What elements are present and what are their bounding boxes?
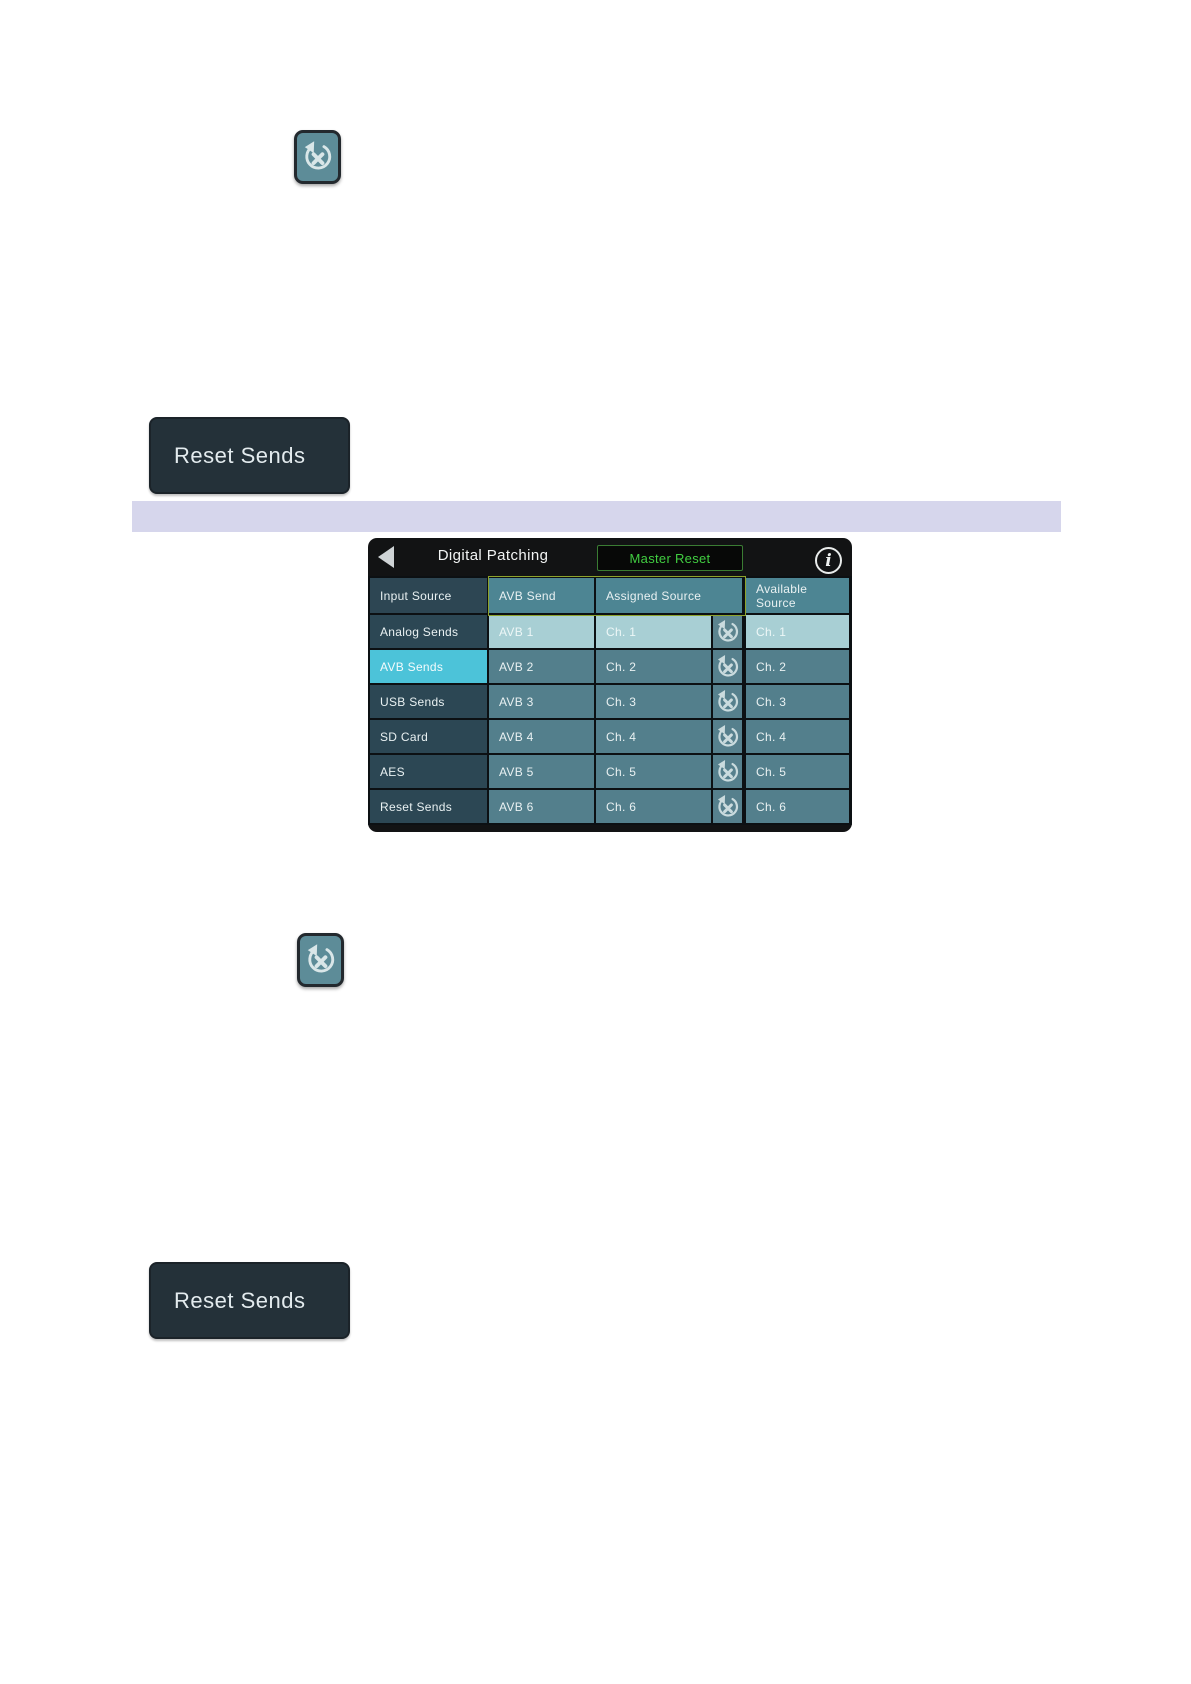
assigned-source-label: Ch. 6 [606, 799, 637, 814]
input-source-cell[interactable]: Analog Sends [370, 615, 487, 648]
digital-patching-panel: Digital Patching Master Reset i Input So… [368, 538, 852, 832]
reset-assignment-button[interactable] [711, 615, 742, 648]
reset-undo-icon [294, 130, 341, 184]
assigned-source-cell: Ch. 6 [596, 790, 742, 823]
assigned-source-label: Ch. 1 [596, 615, 711, 648]
reset-sends-button[interactable]: Reset Sends [149, 1262, 350, 1339]
assigned-source-cell: Ch. 3 [596, 685, 742, 718]
master-reset-button[interactable]: Master Reset [597, 545, 743, 571]
back-arrow-icon [378, 546, 394, 568]
available-source-cell[interactable]: Ch. 6 [746, 790, 849, 823]
reset-assignment-button[interactable] [711, 755, 742, 788]
assigned-source-label: Ch. 2 [606, 659, 637, 674]
reset-sends-button-label: Reset Sends [174, 442, 306, 468]
panel-header: Digital Patching Master Reset i [368, 538, 852, 576]
assigned-source-cell: Ch. 1 [596, 615, 742, 648]
assigned-source-label: Ch. 5 [606, 764, 637, 779]
input-source-cell[interactable]: AES [370, 755, 487, 788]
master-reset-label: Master Reset [629, 550, 711, 566]
info-icon: i [825, 550, 832, 571]
avb-send-cell[interactable]: AVB 3 [489, 685, 594, 718]
column-header-available-source: Available Source [746, 578, 849, 613]
avb-send-cell[interactable]: AVB 4 [489, 720, 594, 753]
available-source-cell[interactable]: Ch. 4 [746, 720, 849, 753]
table-row: AVB Sends AVB 2 Ch. 2 Ch. 2 [370, 650, 850, 683]
reset-assignment-button[interactable] [711, 720, 742, 753]
assigned-source-cell: Ch. 4 [596, 720, 742, 753]
avb-send-cell[interactable]: AVB 1 [489, 615, 594, 648]
table-row: Reset Sends AVB 6 Ch. 6 Ch. 6 [370, 790, 850, 823]
reset-undo-icon [715, 619, 741, 645]
assigned-source-label: Ch. 4 [606, 729, 637, 744]
back-button[interactable] [378, 546, 396, 568]
available-source-cell[interactable]: Ch. 1 [746, 615, 849, 648]
available-source-cell[interactable]: Ch. 5 [746, 755, 849, 788]
column-header-avb-send: AVB Send [489, 578, 594, 613]
reset-undo-icon [297, 933, 344, 987]
table-row: Analog Sends AVB 1 Ch. 1 Ch. 1 [370, 615, 850, 648]
column-header-assigned-source: Assigned Source [596, 578, 742, 613]
reset-sends-button-label: Reset Sends [174, 1287, 306, 1313]
assigned-source-cell: Ch. 2 [596, 650, 742, 683]
reset-undo-icon [715, 689, 741, 715]
table-row: USB Sends AVB 3 Ch. 3 Ch. 3 [370, 685, 850, 718]
input-source-cell[interactable]: AVB Sends [370, 650, 487, 683]
reset-undo-icon [715, 794, 741, 820]
reset-undo-icon [715, 759, 741, 785]
input-source-cell[interactable]: Reset Sends [370, 790, 487, 823]
table-row: AES AVB 5 Ch. 5 Ch. 5 [370, 755, 850, 788]
available-source-cell[interactable]: Ch. 3 [746, 685, 849, 718]
column-header-input-source: Input Source [370, 578, 487, 613]
patch-table: Input Source AVB Send Assigned Source Av… [368, 576, 852, 825]
avb-send-cell[interactable]: AVB 2 [489, 650, 594, 683]
reset-undo-glyph [304, 941, 338, 979]
info-button[interactable]: i [815, 547, 842, 574]
reset-assignment-button[interactable] [711, 650, 742, 683]
reset-undo-glyph [301, 138, 335, 176]
reset-sends-button[interactable]: Reset Sends [149, 417, 350, 494]
reset-assignment-button[interactable] [711, 790, 742, 823]
reset-undo-icon [715, 724, 741, 750]
table-row: SD Card AVB 4 Ch. 4 Ch. 4 [370, 720, 850, 753]
assigned-source-cell: Ch. 5 [596, 755, 742, 788]
avb-send-cell[interactable]: AVB 5 [489, 755, 594, 788]
input-source-cell[interactable]: SD Card [370, 720, 487, 753]
table-header-row: Input Source AVB Send Assigned Source Av… [370, 578, 850, 613]
panel-title: Digital Patching [437, 547, 549, 564]
avb-send-cell[interactable]: AVB 6 [489, 790, 594, 823]
reset-assignment-button[interactable] [711, 685, 742, 718]
input-source-cell[interactable]: USB Sends [370, 685, 487, 718]
assigned-source-label: Ch. 3 [606, 694, 637, 709]
section-divider-bar [132, 501, 1061, 532]
available-source-cell[interactable]: Ch. 2 [746, 650, 849, 683]
reset-undo-icon [715, 654, 741, 680]
